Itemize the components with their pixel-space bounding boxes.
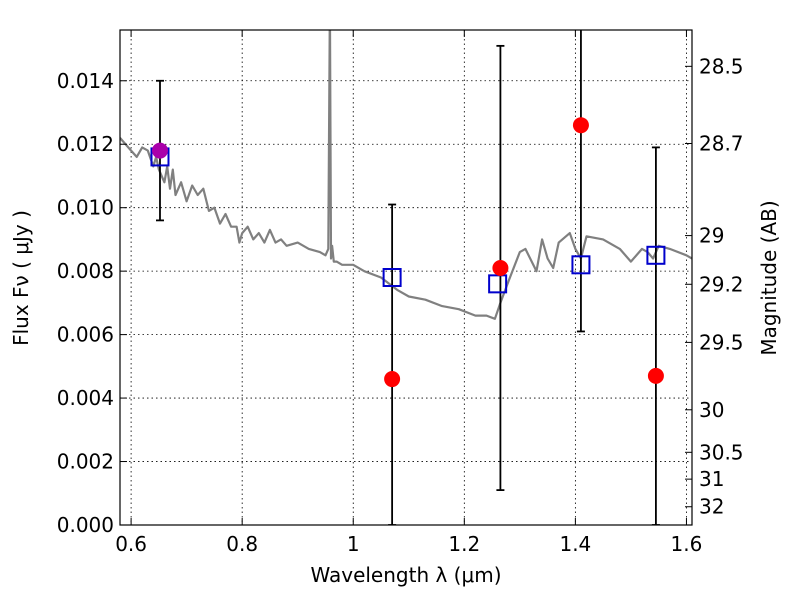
plot-background bbox=[120, 30, 692, 525]
x-tick-label: 1 bbox=[347, 532, 360, 556]
observed-flux-point bbox=[151, 142, 168, 159]
model-square-point bbox=[646, 245, 666, 265]
y-tick-label: 0.002 bbox=[57, 450, 114, 474]
y-tick-label: 0.010 bbox=[57, 196, 114, 220]
x-tick-label: 0.8 bbox=[226, 532, 258, 556]
model-square-point bbox=[382, 268, 402, 287]
y-tick-label: 0.000 bbox=[57, 513, 114, 537]
observed-flux-point bbox=[384, 371, 401, 388]
right-tick-label: 30.5 bbox=[699, 440, 744, 464]
right-tick-label: 29.2 bbox=[699, 272, 744, 296]
y-tick-label: 0.004 bbox=[57, 386, 114, 410]
observed-flux-point bbox=[647, 367, 664, 384]
axis-ticks: 0.6 0.8 1 1.2 1.4 1.6 0.000 0.002 0.004 0.006 0.00… bbox=[57, 30, 744, 556]
x-tick-label: 1.6 bbox=[671, 532, 703, 556]
right-tick-label: 29 bbox=[699, 224, 724, 248]
x-tick-label: 1.2 bbox=[448, 532, 480, 556]
y-tick-label: 0.014 bbox=[57, 69, 114, 93]
right-tick-label: 28.7 bbox=[699, 131, 744, 155]
right-tick-label: 28.5 bbox=[699, 54, 744, 78]
x-tick-label: 1.4 bbox=[559, 532, 591, 556]
right-tick-label: 32 bbox=[699, 495, 724, 519]
x-axis-label: Wavelength λ (μm) bbox=[310, 563, 501, 587]
observed-flux-point bbox=[492, 259, 509, 276]
observed-flux-point bbox=[572, 117, 589, 134]
spectrum-line bbox=[120, 30, 692, 320]
y-tick-label: 0.008 bbox=[57, 259, 114, 283]
data-series bbox=[120, 30, 692, 525]
y-tick-label: 0.006 bbox=[57, 323, 114, 347]
right-tick-label: 31 bbox=[699, 467, 724, 491]
right-tick-label: 30 bbox=[699, 398, 724, 422]
y-tick-label: 0.012 bbox=[57, 132, 114, 156]
right-axis-label: Magnitude (AB) bbox=[757, 200, 781, 355]
y-axis-label: Flux Fν ( μJy ) bbox=[9, 210, 33, 346]
x-tick-label: 0.6 bbox=[115, 532, 147, 556]
plot-frame bbox=[119, 29, 693, 526]
right-tick-label: 29.5 bbox=[699, 330, 744, 354]
model-square-point bbox=[571, 255, 591, 275]
